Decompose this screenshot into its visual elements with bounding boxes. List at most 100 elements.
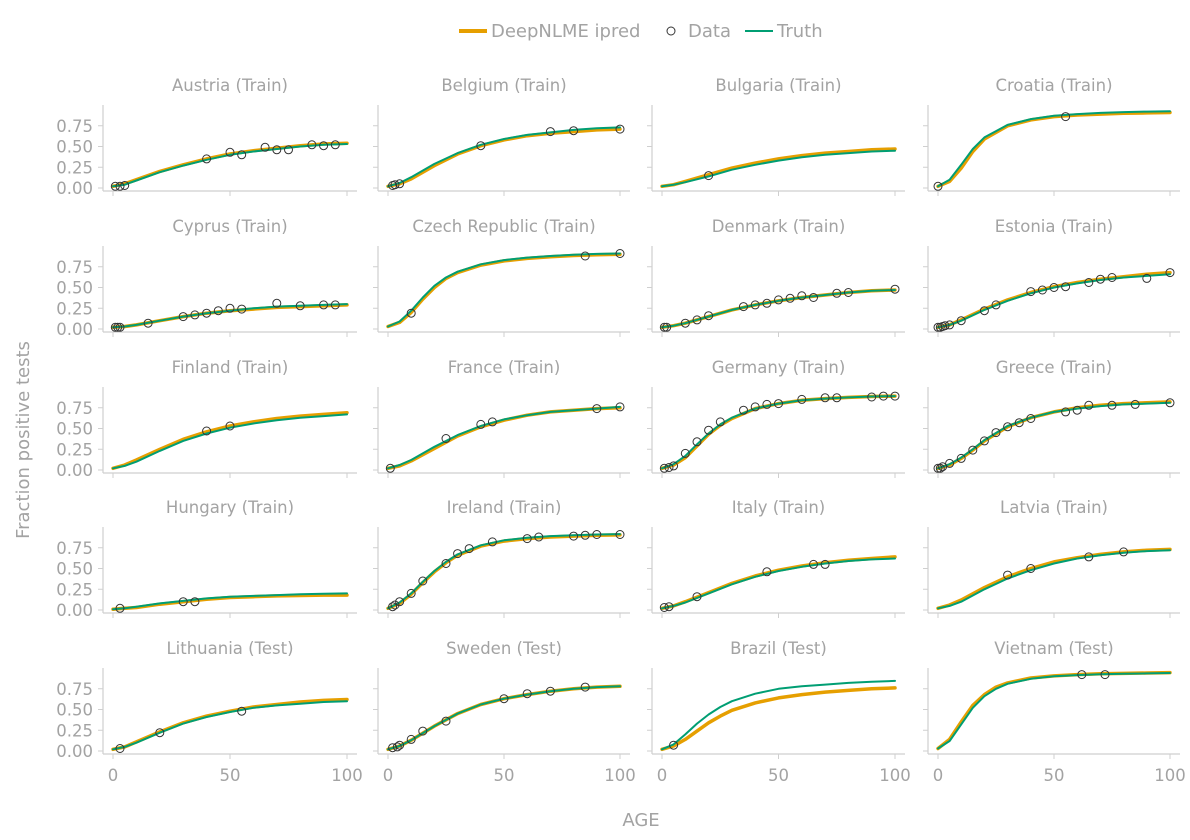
data-point (110, 322, 120, 332)
panel-title: Denmark (Train) (712, 217, 846, 236)
truth-series-line (661, 679, 896, 751)
y-tick-label: 0.25 (56, 721, 93, 740)
ipred-series-line (111, 697, 349, 752)
data-point (330, 140, 340, 150)
data-point (979, 436, 989, 446)
x-tick-label: 0 (383, 766, 394, 785)
data-point (499, 694, 509, 704)
data-point (1095, 274, 1105, 284)
panel-title: Brazil (Test) (730, 639, 827, 658)
panel: Bulgaria (Train) (647, 76, 905, 196)
panel-title: Germany (Train) (712, 358, 846, 377)
x-tick-label: 50 (494, 766, 515, 785)
data-point (956, 453, 966, 463)
data-point (418, 726, 428, 736)
data-point (1165, 398, 1175, 408)
x-tick-label: 100 (1154, 766, 1186, 785)
y-tick-label: 0.00 (56, 179, 93, 198)
data-point (225, 147, 235, 157)
legend-truth-label: Truth (776, 21, 823, 42)
data-point (390, 600, 400, 610)
ipred-series-line (386, 406, 622, 471)
data-point (774, 399, 783, 409)
y-tick-label: 0.00 (56, 742, 93, 761)
panel: Estonia (Train) (923, 217, 1180, 337)
truth-series-line (937, 110, 1171, 188)
panel: Ireland (Train) (373, 498, 630, 618)
panel-title: Lithuania (Test) (166, 639, 293, 658)
x-axis-title: AGE (622, 810, 659, 831)
panel-title: Cyprus (Train) (172, 217, 287, 236)
y-tick-label: 0.75 (56, 399, 93, 418)
data-point (120, 181, 130, 190)
data-point (956, 316, 966, 326)
ipred-series-line (660, 394, 897, 471)
chart-legend: DeepNLME ipred Data Truth (459, 21, 823, 42)
data-point (395, 740, 405, 750)
data-point (1003, 422, 1013, 432)
data-point (867, 392, 877, 402)
data-point (1165, 268, 1175, 278)
data-point (832, 393, 842, 403)
data-point (762, 298, 772, 308)
data-point (155, 728, 165, 738)
panel-title: Greece (Train) (996, 358, 1112, 377)
data-point (1077, 670, 1087, 680)
data-point (991, 300, 1001, 310)
y-tick-label: 0.00 (56, 461, 93, 480)
data-point (330, 300, 340, 310)
data-point (692, 592, 702, 602)
data-point (890, 284, 900, 294)
data-point (237, 706, 247, 716)
panel-title: Sweden (Test) (446, 639, 562, 658)
ipred-series-line (386, 533, 622, 611)
data-point (615, 530, 625, 539)
data-point (592, 530, 602, 539)
data-point (704, 171, 714, 181)
data-point (692, 437, 702, 447)
panel-title: Austria (Train) (172, 76, 288, 95)
panel: Italy (Train) (647, 498, 905, 618)
data-point (115, 181, 125, 191)
data-point (1084, 552, 1094, 562)
data-point (933, 322, 943, 332)
panel-title: Finland (Train) (172, 358, 289, 377)
y-tick-label: 0.50 (56, 420, 93, 439)
data-point (580, 530, 590, 540)
data-point (843, 288, 853, 297)
truth-series-line (112, 700, 348, 751)
ipred-series-line (936, 547, 1172, 611)
panel-title: Estonia (Train) (995, 217, 1113, 236)
truth-series-line (387, 533, 621, 610)
panel: Germany (Train) (647, 358, 905, 478)
truth-series-line (387, 685, 621, 751)
data-point (441, 559, 451, 568)
ipred-series-line (660, 686, 897, 752)
data-point (680, 318, 690, 328)
panel: Czech Republic (Train) (373, 217, 630, 337)
data-point (115, 744, 125, 753)
data-point (225, 303, 235, 313)
data-point (680, 448, 690, 458)
y-tick-label: 0.75 (56, 539, 93, 558)
data-point (1049, 283, 1059, 292)
data-point (1072, 405, 1082, 415)
panel-title: Italy (Train) (732, 498, 826, 517)
x-tick-label: 50 (1044, 766, 1065, 785)
panel-title: Bulgaria (Train) (715, 76, 841, 95)
x-tick-label: 100 (879, 766, 911, 785)
data-point (659, 603, 669, 612)
panel: Brazil (Test) 0 50 100 (647, 639, 911, 785)
x-tick-label: 0 (108, 766, 119, 785)
panel: Austria (Train) 0.00 0.250.50 0.75 (56, 76, 357, 198)
data-point (659, 322, 669, 332)
data-point (406, 588, 416, 598)
data-point (307, 140, 317, 150)
data-point (237, 150, 247, 160)
data-point (809, 293, 818, 302)
data-point (669, 461, 679, 471)
data-point (295, 301, 305, 311)
data-point (1026, 287, 1036, 297)
data-point (406, 734, 416, 744)
